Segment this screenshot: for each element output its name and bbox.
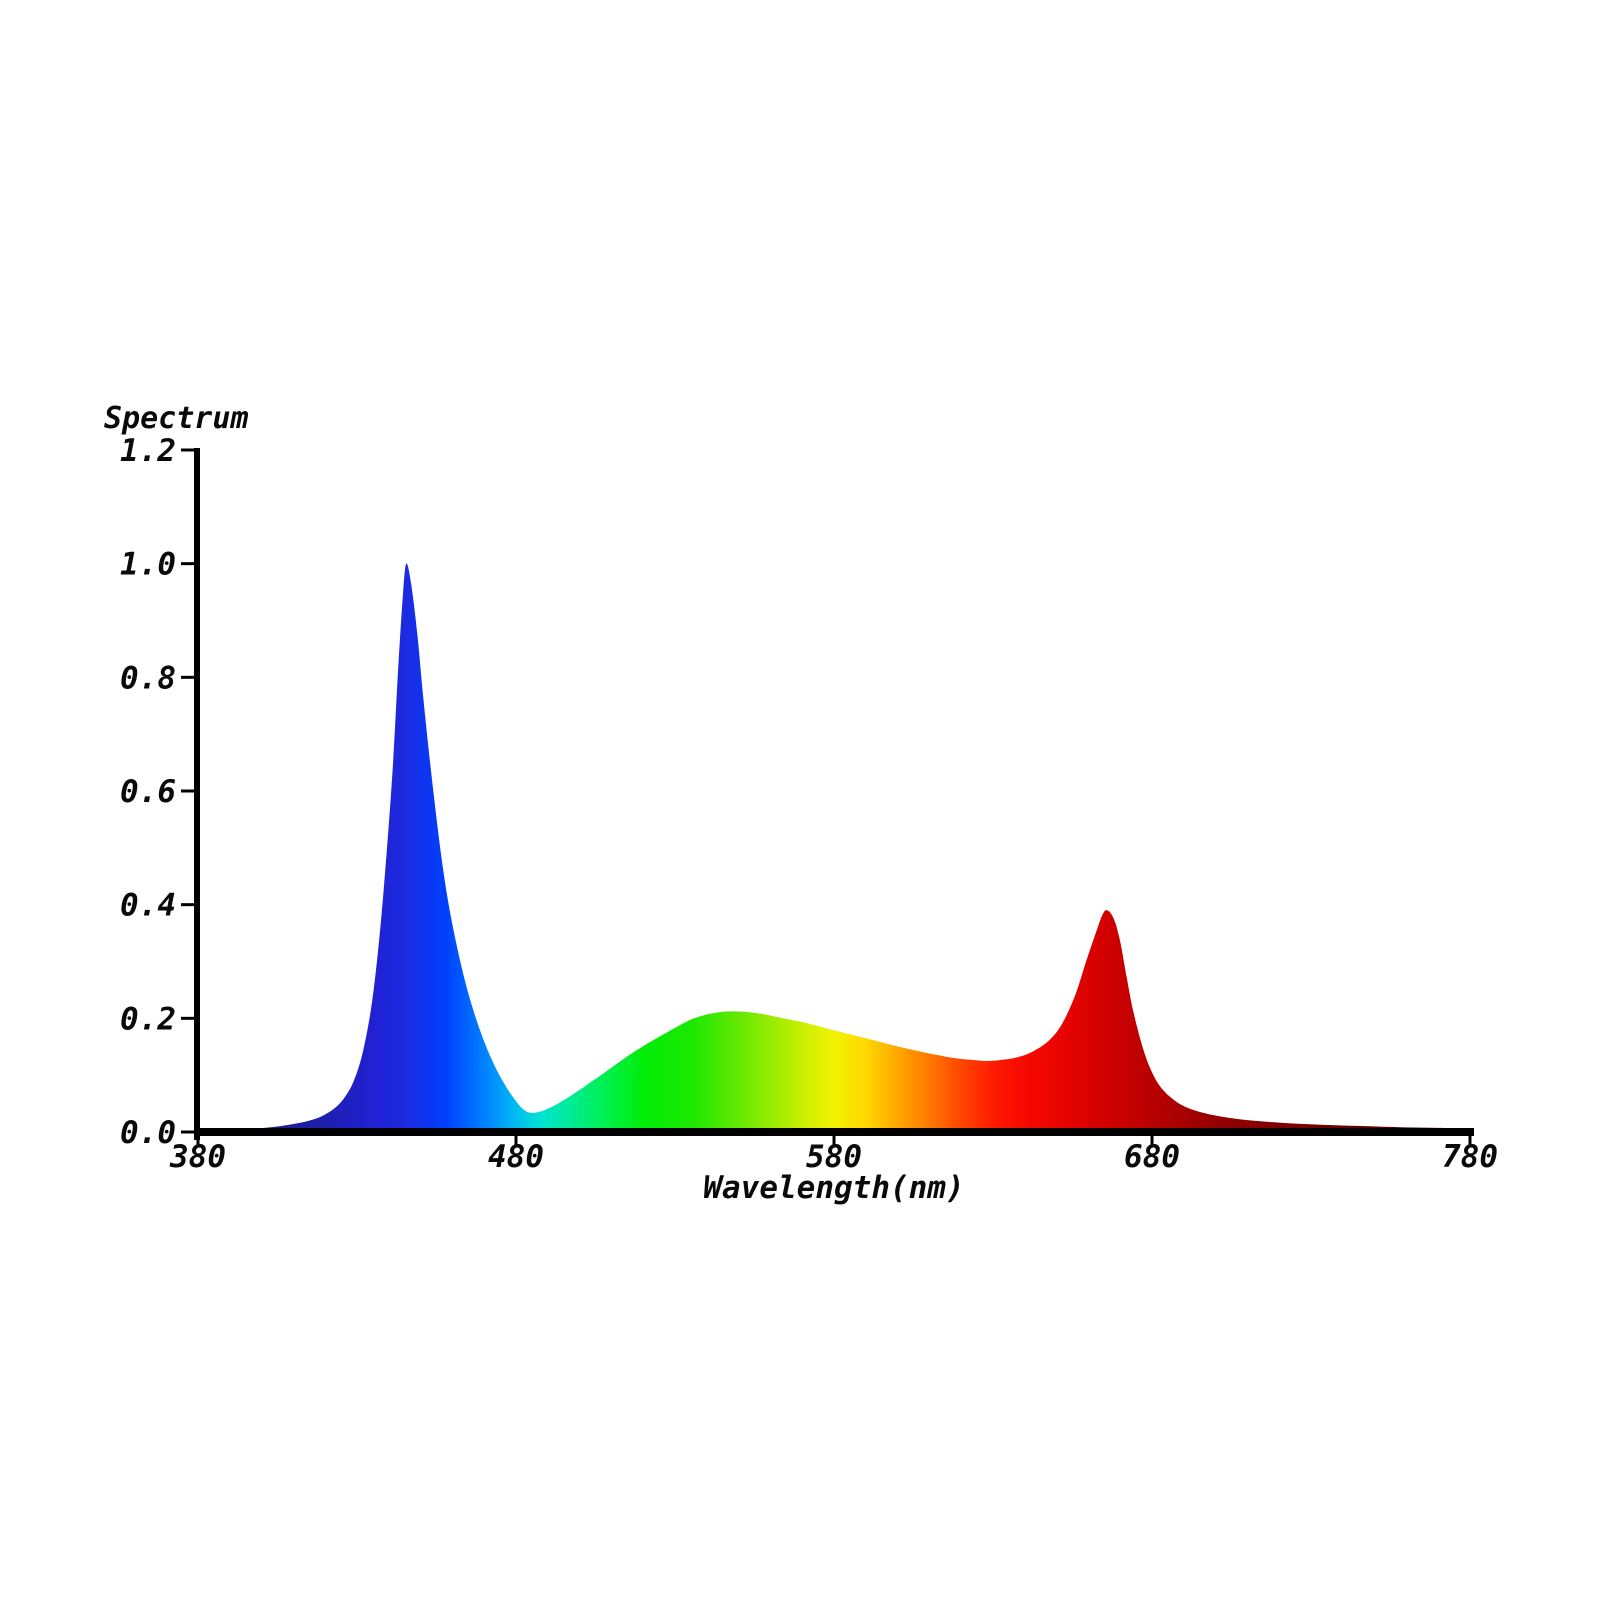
axes xyxy=(194,448,1474,1140)
x-tick-480 xyxy=(514,1136,518,1147)
y-tick-0.2 xyxy=(181,1016,194,1020)
spectrum-area xyxy=(198,563,1470,1132)
y-tick-0.4 xyxy=(181,903,194,907)
y-axis-line xyxy=(194,448,200,1140)
y-tick-1.2 xyxy=(181,448,194,452)
y-tick-0 xyxy=(181,1130,194,1134)
x-axis-line xyxy=(194,1128,1474,1136)
chart-title: Spectrum xyxy=(104,401,249,436)
x-tick-780 xyxy=(1468,1136,1472,1147)
y-tick-label-0.2: 0.2 xyxy=(120,1001,176,1037)
y-tick-label-0.4: 0.4 xyxy=(120,888,176,924)
y-tick-0.6 xyxy=(181,789,194,793)
x-tick-380 xyxy=(196,1136,200,1147)
x-tick-label-480: 480 xyxy=(488,1139,544,1175)
y-tick-label-0.6: 0.6 xyxy=(120,774,176,810)
x-axis-label: Wavelength(nm) xyxy=(703,1170,964,1206)
x-tick-label-380: 380 xyxy=(169,1139,226,1175)
y-tick-label-0: 0.0 xyxy=(120,1115,176,1151)
y-tick-0.8 xyxy=(181,675,194,679)
y-tick-label-0.8: 0.8 xyxy=(120,660,176,696)
tick-marks xyxy=(181,448,1472,1147)
y-tick-label-1.2: 1.2 xyxy=(120,433,176,469)
x-tick-580 xyxy=(832,1136,836,1147)
y-tick-1 xyxy=(181,562,194,566)
tick-labels: 380 480 580 680 780 0.0 0.2 0.4 0.6 0.8 1.0 1.2 xyxy=(120,433,1498,1175)
x-tick-label-580: 580 xyxy=(806,1139,862,1175)
x-tick-label-780: 780 xyxy=(1442,1139,1498,1175)
x-tick-label-680: 680 xyxy=(1124,1139,1180,1175)
y-tick-label-1: 1.0 xyxy=(120,547,176,583)
x-tick-680 xyxy=(1150,1136,1154,1147)
